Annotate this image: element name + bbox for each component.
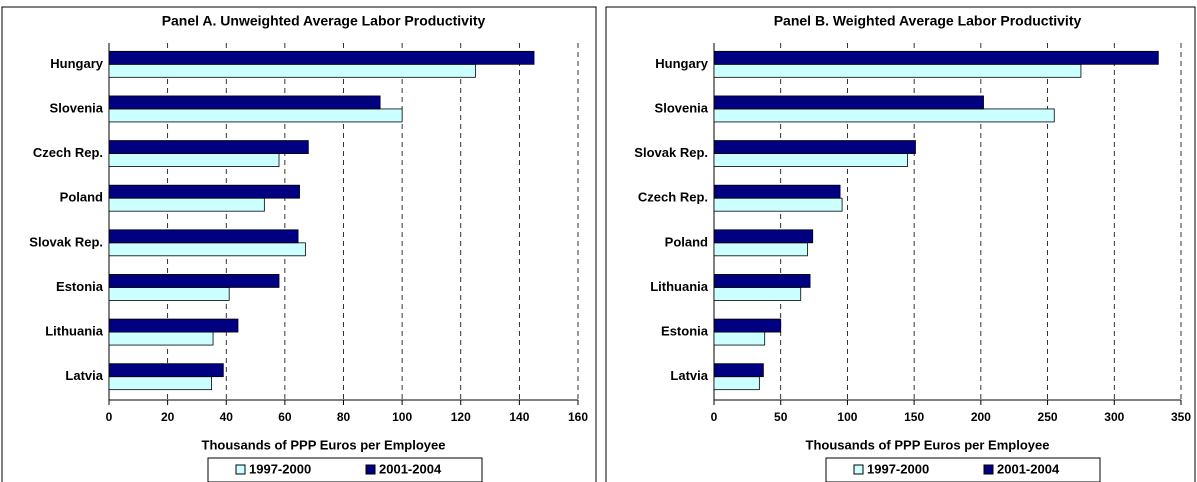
x-tick-label: 0: [711, 410, 718, 424]
legend-swatch: [983, 464, 994, 475]
bar: [713, 376, 760, 391]
bar: [108, 363, 224, 378]
bar: [713, 50, 1159, 65]
bar: [108, 274, 280, 288]
legend-label: 2001-2004: [379, 461, 442, 476]
legend-swatch: [853, 464, 864, 475]
x-axis-title: Thousands of PPP Euros per Employee: [806, 437, 1050, 452]
bar: [713, 242, 808, 257]
x-tick-label: 160: [568, 410, 588, 424]
chart-title: Panel A. Unweighted Average Labor Produc…: [162, 13, 486, 29]
y-tick-label: Czech Rep.: [638, 190, 708, 205]
bar: [108, 184, 300, 199]
x-tick-label: 20: [161, 410, 175, 424]
x-tick-label: 150: [904, 410, 924, 424]
legend-label: 1997-2000: [249, 461, 311, 476]
y-tick-label: Hungary: [655, 56, 709, 71]
x-tick-label: 100: [837, 410, 857, 424]
bar: [108, 153, 280, 167]
x-tick-label: 0: [106, 410, 113, 424]
x-tick-label: 200: [971, 410, 991, 424]
y-tick-label: Estonia: [56, 279, 104, 294]
y-tick-label: Lithuania: [45, 324, 104, 339]
bar: [713, 331, 766, 346]
chart-title: Panel B. Weighted Average Labor Producti…: [774, 13, 1082, 29]
x-tick-label: 60: [278, 410, 292, 424]
bar: [713, 153, 908, 167]
y-tick-label: Czech Rep.: [33, 145, 103, 160]
legend-label: 2001-2004: [997, 461, 1060, 476]
x-tick-label: 120: [451, 410, 471, 424]
x-axis-title: Thousands of PPP Euros per Employee: [202, 437, 446, 452]
x-tick-label: 140: [509, 410, 529, 424]
y-tick-label: Slovak Rep.: [29, 234, 103, 249]
x-tick-label: 350: [1171, 410, 1191, 424]
y-tick-label: Poland: [60, 190, 103, 205]
y-tick-label: Poland: [665, 234, 708, 249]
bar: [108, 242, 306, 257]
bar: [713, 274, 811, 288]
legend-swatch: [235, 464, 246, 475]
bar: [713, 63, 1082, 78]
y-tick-label: Hungary: [50, 56, 104, 71]
bar: [108, 140, 309, 154]
y-tick-label: Latvia: [670, 368, 708, 383]
x-tick-label: 250: [1038, 410, 1058, 424]
bar: [713, 287, 802, 301]
bar: [108, 331, 214, 346]
bar: [713, 197, 843, 212]
bar: [108, 197, 265, 212]
y-tick-label: Slovenia: [655, 100, 709, 115]
x-tick-label: 80: [337, 410, 351, 424]
bar: [108, 95, 381, 110]
bar: [713, 184, 841, 199]
bar: [108, 376, 212, 391]
legend-box: [825, 457, 1101, 482]
bar: [713, 140, 916, 154]
legend-box: [207, 457, 483, 482]
legend-label: 1997-2000: [867, 461, 929, 476]
bar: [108, 318, 239, 333]
x-tick-label: 50: [774, 410, 788, 424]
bar: [713, 318, 782, 333]
bar: [108, 50, 535, 65]
bar: [713, 229, 814, 244]
x-tick-label: 40: [220, 410, 234, 424]
bar: [713, 363, 764, 378]
x-tick-label: 300: [1104, 410, 1124, 424]
bar: [108, 108, 403, 123]
x-tick-label: 100: [392, 410, 412, 424]
y-tick-label: Estonia: [661, 324, 709, 339]
y-tick-label: Slovenia: [50, 100, 104, 115]
bar: [108, 229, 299, 244]
y-tick-label: Lithuania: [650, 279, 709, 294]
panel-frame: [605, 6, 1196, 482]
bar: [713, 108, 1055, 123]
legend-swatch: [365, 464, 376, 475]
y-tick-label: Slovak Rep.: [634, 145, 708, 160]
bar: [108, 63, 476, 78]
bar: [713, 95, 984, 110]
bar: [108, 287, 230, 301]
y-tick-label: Latvia: [65, 368, 103, 383]
